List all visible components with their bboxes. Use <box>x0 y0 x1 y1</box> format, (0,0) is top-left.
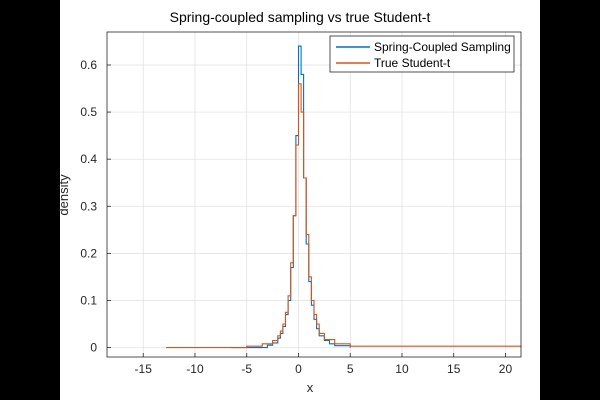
legend-label-student-t: True Student-t <box>374 56 451 70</box>
series-layer <box>166 45 522 349</box>
y-axis-label: density <box>56 174 71 216</box>
y-tick-label: 0.6 <box>80 58 97 72</box>
x-tick-label: 15 <box>447 362 461 376</box>
y-tick-label: 0.4 <box>80 152 97 166</box>
x-tick-label: 20 <box>499 362 513 376</box>
y-tick-label: 0.3 <box>80 199 97 213</box>
axis-ticks: -15 -10 -5 0 5 10 15 20 0 0.1 0.2 0.3 0.4 0.5 0.6 <box>80 58 512 376</box>
series-line-student-t <box>166 83 522 349</box>
x-tick-label: 0 <box>295 362 302 376</box>
x-tick-label: -10 <box>186 362 204 376</box>
grid-lines <box>107 32 521 357</box>
x-tick-label: 5 <box>347 362 354 376</box>
y-tick-label: 0 <box>90 341 97 355</box>
x-tick-label: 10 <box>395 362 409 376</box>
legend-box <box>329 35 515 73</box>
x-axis-label: x <box>307 380 314 395</box>
y-tick-label: 0.5 <box>80 105 97 119</box>
chart-title: Spring-coupled sampling vs true Student-… <box>170 9 431 25</box>
y-tick-label: 0.1 <box>80 293 97 307</box>
x-tick-label: -5 <box>241 362 252 376</box>
legend-label-spring-coupled: Spring-Coupled Sampling <box>374 40 511 54</box>
x-tick-label: -15 <box>135 362 153 376</box>
plot-frame <box>106 31 522 358</box>
y-tick-label: 0.2 <box>80 246 97 260</box>
legend: Spring-Coupled Sampling True Student-t <box>329 35 515 73</box>
